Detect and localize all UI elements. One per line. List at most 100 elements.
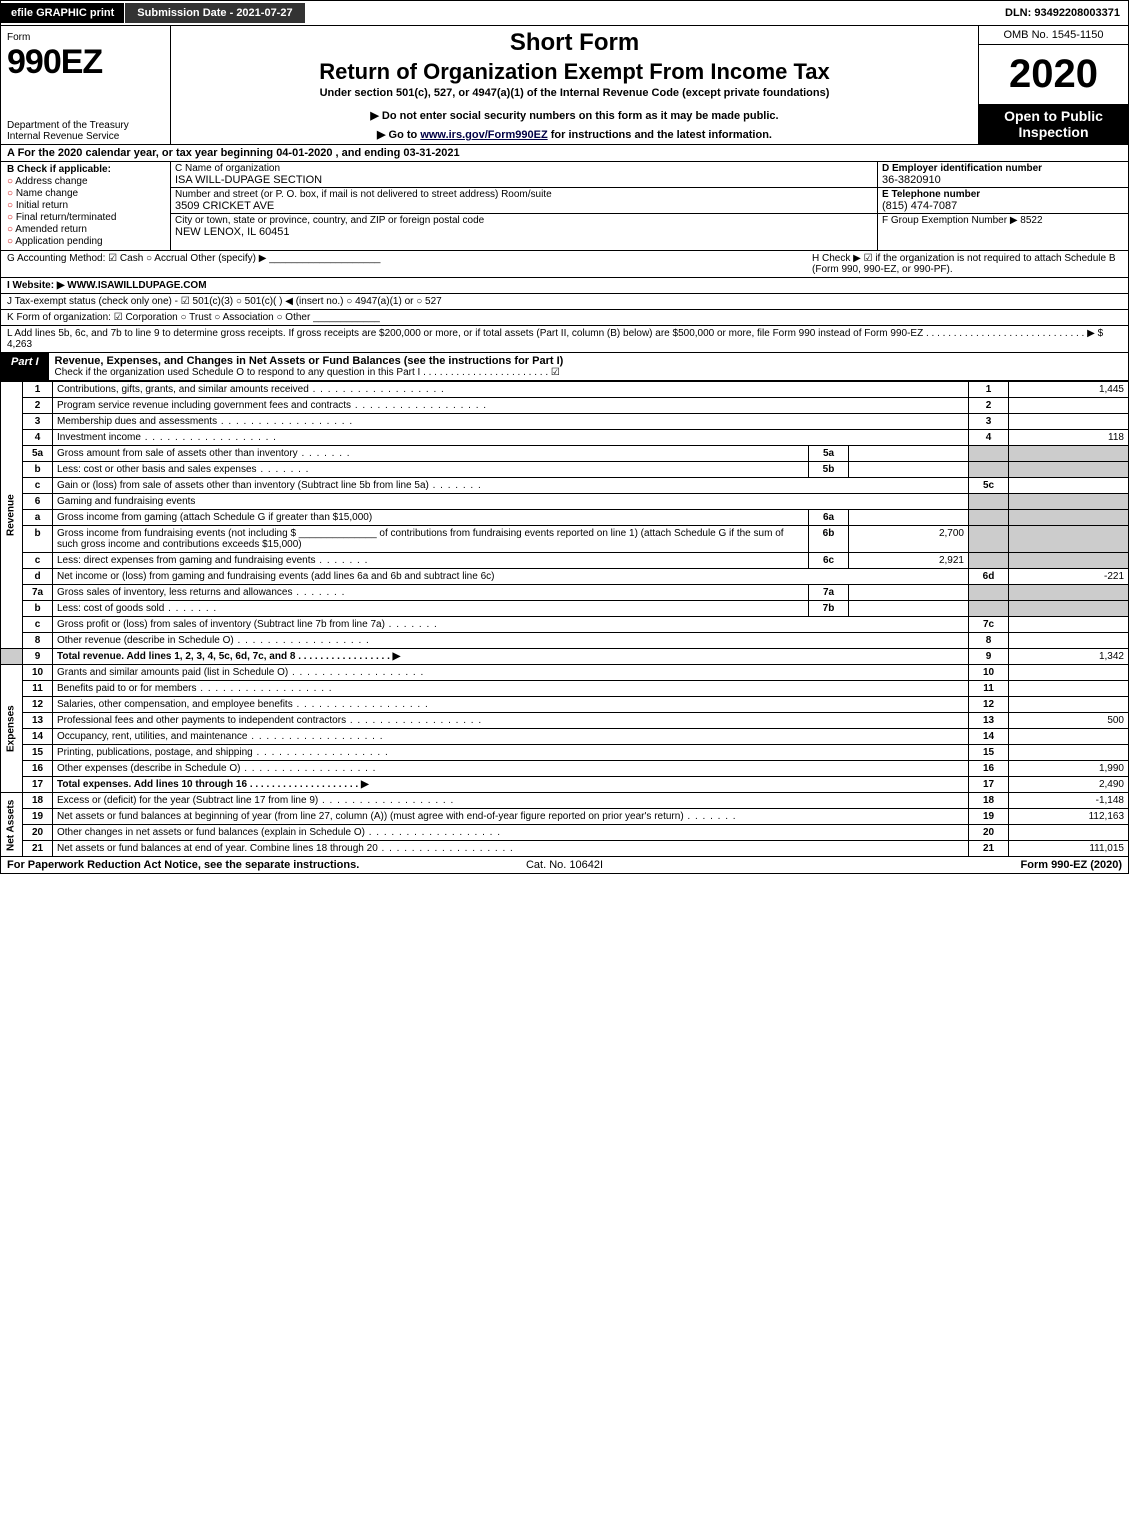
line-rv: 500 (1009, 713, 1129, 729)
line-rn: 8 (969, 633, 1009, 649)
e-tel-label: E Telephone number (882, 189, 1124, 200)
goto-post: for instructions and the latest informat… (548, 129, 772, 141)
line-desc: Net assets or fund balances at beginning… (53, 809, 969, 825)
row-l: L Add lines 5b, 6c, and 7b to line 9 to … (0, 326, 1129, 353)
goto-pre: ▶ Go to (377, 129, 420, 141)
open-to-public: Open to Public Inspection (979, 104, 1128, 144)
line-num: 18 (23, 793, 53, 809)
tax-year: 2020 (979, 45, 1128, 104)
line-rv: 118 (1009, 430, 1129, 446)
line-desc: Gross profit or (loss) from sales of inv… (53, 617, 969, 633)
line-rn-grey (969, 553, 1009, 569)
line-rv-grey (1009, 553, 1129, 569)
line-desc: Printing, publications, postage, and shi… (53, 745, 969, 761)
line-subv (849, 601, 969, 617)
line-desc: Less: direct expenses from gaming and fu… (53, 553, 809, 569)
dln-label: DLN: 93492208003371 (997, 3, 1128, 23)
header-grid: B Check if applicable: Address change Na… (0, 162, 1129, 251)
short-form-title: Short Form (177, 29, 972, 57)
d-ein-label: D Employer identification number (882, 163, 1124, 174)
line-num: 2 (23, 398, 53, 414)
line-rv (1009, 697, 1129, 713)
line-num: 7a (23, 585, 53, 601)
line-num: 12 (23, 697, 53, 713)
line-num: d (23, 569, 53, 585)
line-rv: 1,445 (1009, 382, 1129, 398)
line-subv: 2,700 (849, 526, 969, 553)
line-num: 15 (23, 745, 53, 761)
line-rv: 1,990 (1009, 761, 1129, 777)
line-rv (1009, 665, 1129, 681)
chk-name-change[interactable]: Name change (7, 188, 164, 199)
line-num: 13 (23, 713, 53, 729)
line-rv (1009, 633, 1129, 649)
line-num: 8 (23, 633, 53, 649)
line-rn: 20 (969, 825, 1009, 841)
line-rn: 7c (969, 617, 1009, 633)
line-rn: 21 (969, 841, 1009, 857)
line-rn: 10 (969, 665, 1009, 681)
form-number: 990EZ (7, 43, 164, 82)
line-num: c (23, 478, 53, 494)
line-rn: 2 (969, 398, 1009, 414)
line-rv (1009, 398, 1129, 414)
line-num: 5a (23, 446, 53, 462)
line-rn: 4 (969, 430, 1009, 446)
line-num: 9 (23, 649, 53, 665)
chk-application-pending[interactable]: Application pending (7, 236, 164, 247)
line-desc: Less: cost or other basis and sales expe… (53, 462, 809, 478)
line-rn: 12 (969, 697, 1009, 713)
chk-amended-return[interactable]: Amended return (7, 224, 164, 235)
efile-print-button[interactable]: efile GRAPHIC print (1, 3, 125, 23)
line-rv-grey (1009, 446, 1129, 462)
line-desc: Gaming and fundraising events (53, 494, 969, 510)
line-num: 10 (23, 665, 53, 681)
line-desc: Investment income (53, 430, 969, 446)
omb-number: OMB No. 1545-1150 (979, 26, 1128, 45)
line-subv: 2,921 (849, 553, 969, 569)
line-rv (1009, 825, 1129, 841)
line-num: c (23, 617, 53, 633)
line-num: 3 (23, 414, 53, 430)
chk-final-return[interactable]: Final return/terminated (7, 212, 164, 223)
line-desc: Other revenue (describe in Schedule O) (53, 633, 969, 649)
line-rn: 3 (969, 414, 1009, 430)
line-rv: -221 (1009, 569, 1129, 585)
paperwork-notice: For Paperwork Reduction Act Notice, see … (7, 859, 379, 871)
tel-value: (815) 474-7087 (882, 200, 1124, 212)
goto-link[interactable]: www.irs.gov/Form990EZ (420, 129, 547, 141)
line-desc: Gross amount from sale of assets other t… (53, 446, 809, 462)
side-revenue: Revenue (1, 382, 23, 649)
chk-address-change[interactable]: Address change (7, 176, 164, 187)
c-city-label: City or town, state or province, country… (175, 215, 873, 226)
line-subv (849, 510, 969, 526)
line-subv (849, 446, 969, 462)
title-block: Form 990EZ Department of the Treasury In… (0, 26, 1129, 145)
line-rn: 5c (969, 478, 1009, 494)
line-num: 21 (23, 841, 53, 857)
line-desc: Professional fees and other payments to … (53, 713, 969, 729)
dept-label: Department of the Treasury Internal Reve… (7, 120, 164, 142)
line-desc: Gain or (loss) from sale of assets other… (53, 478, 969, 494)
goto-line: ▶ Go to www.irs.gov/Form990EZ for instru… (177, 128, 972, 141)
line-rn-grey (969, 446, 1009, 462)
line-desc: Gross sales of inventory, less returns a… (53, 585, 809, 601)
submission-date-button[interactable]: Submission Date - 2021-07-27 (125, 3, 304, 23)
line-rv: 111,015 (1009, 841, 1129, 857)
line-rn-grey (969, 462, 1009, 478)
line-num: a (23, 510, 53, 526)
line-desc: Net income or (loss) from gaming and fun… (53, 569, 969, 585)
chk-initial-return[interactable]: Initial return (7, 200, 164, 211)
line-subn: 5b (809, 462, 849, 478)
line-subv (849, 585, 969, 601)
line-rn: 1 (969, 382, 1009, 398)
line-subn: 6c (809, 553, 849, 569)
line-num: 6 (23, 494, 53, 510)
form-label: Form (7, 32, 164, 43)
line-rv-grey (1009, 494, 1129, 510)
line-rv: 1,342 (1009, 649, 1129, 665)
line-rv-grey (1009, 601, 1129, 617)
line-rv-grey (1009, 462, 1129, 478)
org-name: ISA WILL-DUPAGE SECTION (175, 174, 873, 186)
form-revision: Form 990-EZ (2020) (750, 859, 1122, 871)
